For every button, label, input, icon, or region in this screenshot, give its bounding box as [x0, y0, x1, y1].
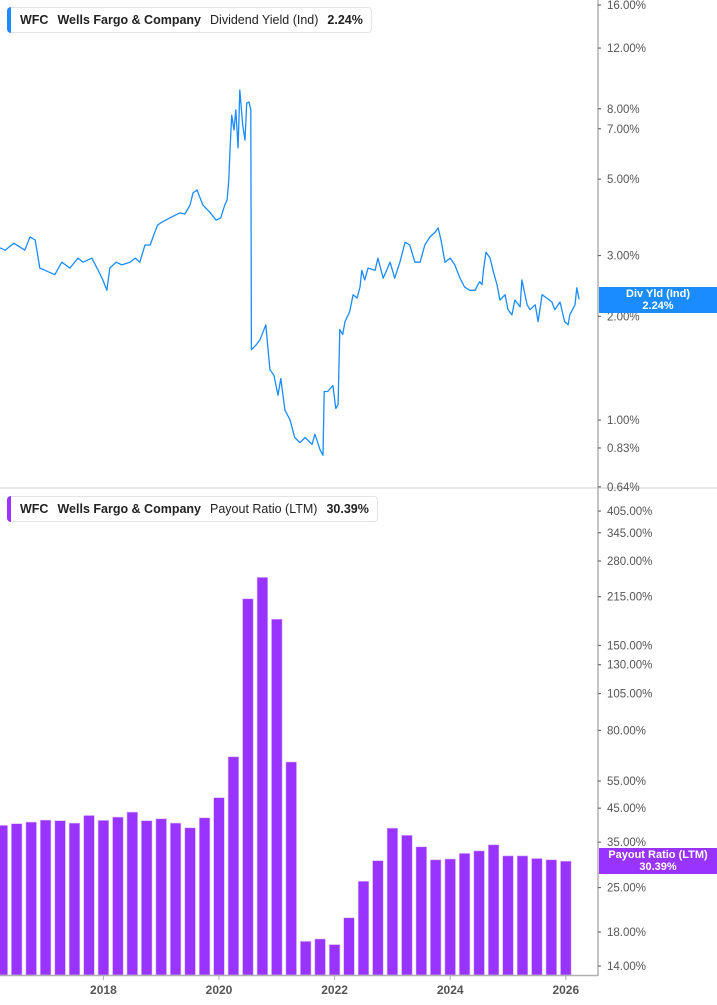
y-tick-label: 1.00% — [607, 415, 640, 427]
legend-ticker: WFC — [20, 13, 49, 27]
y-tick-label: 55.00% — [607, 776, 646, 788]
tag-value: 30.39% — [639, 861, 677, 873]
payout-bar — [11, 823, 23, 976]
payout-bar — [473, 850, 485, 976]
y-tick-label: 3.00% — [607, 251, 640, 263]
payout-bar — [213, 797, 225, 976]
payout-bar — [430, 859, 442, 976]
legend-color-swatch — [7, 496, 11, 522]
payout-bar — [487, 844, 500, 976]
payout-bar — [141, 820, 153, 976]
dividend-yield-legend: WFC Wells Fargo & Company Dividend Yield… — [7, 7, 372, 33]
y-tick-label: 25.00% — [607, 883, 646, 895]
payout-bar — [112, 816, 124, 976]
legend-metric: Dividend Yield (Ind) — [210, 13, 319, 27]
y-tick-label: 0.83% — [607, 443, 640, 455]
y-tick-label: 80.00% — [607, 725, 646, 737]
payout-bar — [545, 859, 557, 976]
payout-bar — [357, 880, 370, 976]
tag-label: Div Yld (Ind) — [626, 288, 690, 300]
payout-bar — [300, 941, 312, 976]
payout-ratio-legend: WFC Wells Fargo & Company Payout Ratio (… — [7, 496, 378, 522]
y-tick-label: 105.00% — [607, 689, 652, 701]
payout-bar — [25, 821, 37, 976]
y-tick-label: 35.00% — [607, 837, 646, 849]
payout-bar — [458, 853, 471, 976]
legend-company: Wells Fargo & Company — [57, 13, 202, 27]
y-tick-label: 2.00% — [607, 311, 640, 323]
y-tick-label: 0.64% — [607, 482, 640, 494]
y-tick-label: 12.00% — [607, 43, 646, 55]
x-tick-label: 2026 — [552, 983, 579, 997]
payout-bar — [502, 855, 514, 976]
payout-bar — [199, 817, 211, 976]
payout-bar — [314, 938, 326, 976]
dividend-yield-value-tag: Div Yld (Ind) 2.24% — [599, 287, 717, 313]
payout-bar — [560, 860, 572, 976]
x-tick-label: 2024 — [437, 983, 464, 997]
payout-bar — [97, 820, 109, 976]
y-tick-label: 8.00% — [607, 104, 640, 116]
tag-label: Payout Ratio (LTM) — [608, 849, 708, 861]
y-tick-label: 16.00% — [607, 0, 646, 12]
x-tick-label: 2020 — [206, 983, 233, 997]
legend-value: 2.24% — [327, 13, 363, 27]
legend-metric: Payout Ratio (LTM) — [210, 502, 318, 516]
y-tick-label: 130.00% — [607, 660, 652, 672]
payout-bar — [170, 822, 182, 976]
legend-company: Wells Fargo & Company — [57, 502, 202, 516]
payout-bar — [68, 822, 81, 976]
payout-bar — [155, 818, 167, 976]
y-tick-label: 150.00% — [607, 640, 652, 652]
payout-bar — [386, 827, 399, 976]
y-tick-label: 215.00% — [607, 592, 652, 604]
legend-value: 30.39% — [326, 502, 369, 516]
payout-bar — [328, 944, 341, 976]
payout-bar — [0, 825, 8, 976]
y-tick-label: 345.00% — [607, 528, 652, 540]
payout-bar — [531, 858, 543, 976]
x-tick-label: 2022 — [321, 983, 348, 997]
payout-ratio-plot — [0, 577, 572, 976]
legend-color-swatch — [7, 7, 11, 33]
y-tick-label: 280.00% — [607, 556, 652, 568]
legend-ticker: WFC — [20, 502, 49, 516]
payout-bar — [227, 756, 240, 976]
payout-bar — [271, 618, 283, 976]
x-tick-label: 2018 — [90, 983, 117, 997]
payout-bar — [343, 917, 355, 976]
y-tick-label: 405.00% — [607, 506, 652, 518]
payout-bar — [372, 860, 384, 976]
y-tick-label: 14.00% — [607, 961, 646, 973]
payout-bar — [256, 577, 269, 976]
tag-value: 2.24% — [642, 300, 674, 312]
y-tick-label: 5.00% — [607, 174, 640, 186]
payout-bar — [242, 598, 254, 976]
dividend-yield-line — [0, 89, 580, 456]
y-tick-label: 45.00% — [607, 803, 646, 815]
payout-bar — [444, 858, 456, 976]
dividend-yield-plot — [0, 89, 580, 456]
payout-bar — [516, 855, 529, 976]
y-tick-label: 7.00% — [607, 124, 640, 136]
payout-bar — [401, 834, 413, 976]
payout-bar — [39, 819, 52, 976]
payout-bar — [184, 827, 196, 976]
payout-ratio-value-tag: Payout Ratio (LTM) 30.39% — [599, 848, 717, 874]
payout-bar — [285, 761, 297, 976]
payout-bar — [54, 820, 66, 976]
payout-bar — [415, 846, 427, 976]
y-tick-label: 18.00% — [607, 927, 646, 939]
payout-bar — [126, 811, 138, 976]
payout-bar — [83, 815, 95, 976]
